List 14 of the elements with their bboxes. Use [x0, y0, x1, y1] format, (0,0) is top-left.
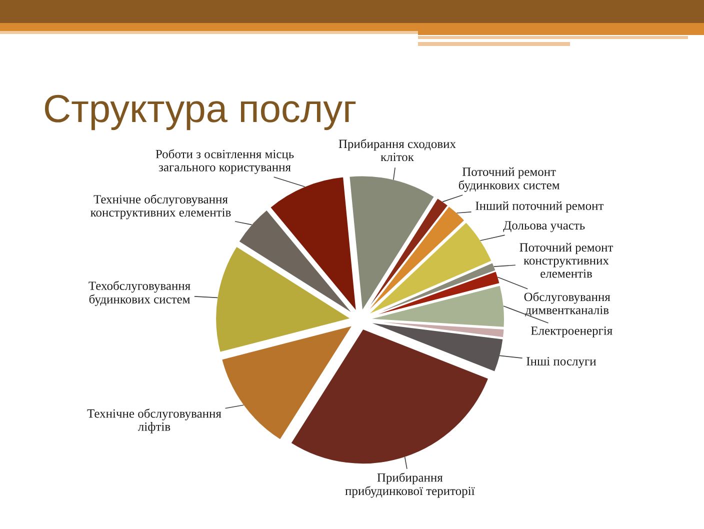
chart-title: Структура послуг [44, 94, 356, 130]
slice-label: Електроенергія [531, 326, 612, 338]
slice-label: Інший поточний ремонт [476, 201, 604, 213]
slice-label: Інші послуги [526, 357, 596, 368]
slice-label: Прибирання сходових кліток [338, 139, 456, 162]
slice-label: Прибирання прибудинкової території [345, 472, 475, 498]
slice-label: Дольова участь [503, 221, 585, 232]
slice-label: Техобслуговування будинкових систем [88, 280, 190, 306]
slice-label: Технічне обслуговування конструктивних елементів [90, 194, 231, 220]
slice-label: Роботи з освітлення місць загального користування [156, 149, 294, 174]
slice-label: Поточний ремонт будинкових систем [458, 167, 560, 192]
slice-label: Поточний ремонт конструктивних елементів [520, 242, 614, 278]
slice-label: Обслуговування димвентканалів [524, 292, 610, 317]
slice-label: Технічне обслуговування ліфтів [87, 408, 222, 434]
